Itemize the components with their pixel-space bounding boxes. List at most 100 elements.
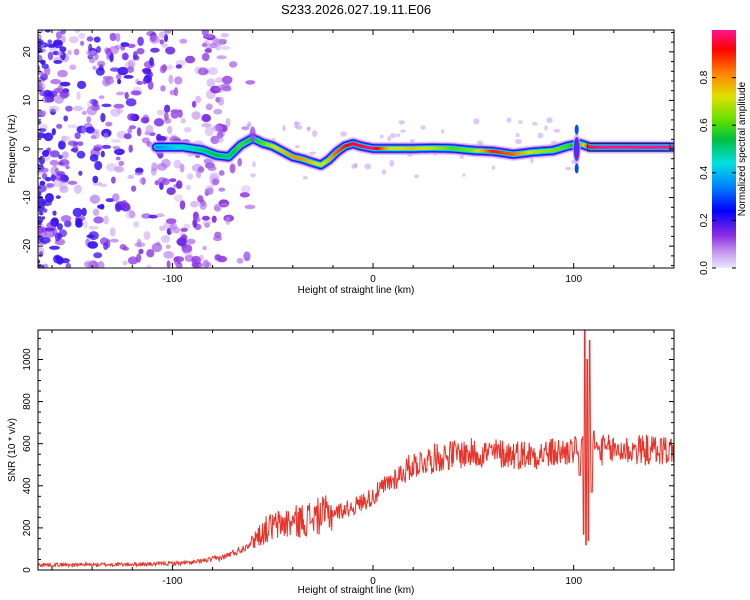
noise-blob [38, 44, 42, 54]
noise-blob [38, 109, 47, 116]
snr-series-line [38, 330, 674, 569]
spectrogram-y-axis-label: Frequency (Hz) [7, 115, 18, 184]
noise-blob [130, 90, 142, 96]
noise-blob [150, 167, 157, 176]
noise-blob [151, 242, 163, 253]
noise-blob [201, 30, 209, 37]
noise-blob [133, 221, 140, 228]
noise-blob [166, 260, 171, 268]
x-tick-label: -100 [162, 576, 182, 587]
noise-blob [38, 219, 42, 226]
noise-blob [215, 42, 221, 51]
noise-blob [149, 57, 154, 66]
spectrogram-ridge-layer [149, 124, 674, 174]
noise-blob [52, 39, 63, 49]
noise-blob [167, 125, 173, 135]
noise-blob [158, 31, 166, 39]
noise-blob [98, 95, 105, 100]
noise-blob [225, 117, 231, 128]
noise-blob [217, 137, 224, 143]
noise-blob [77, 80, 87, 90]
noise-blob [237, 157, 242, 167]
noise-blob [80, 40, 85, 46]
noise-blob [117, 108, 124, 114]
noise-blob [239, 192, 250, 198]
noise-blob [174, 76, 183, 85]
noise-blob [221, 75, 233, 85]
noise-blob [93, 216, 104, 224]
noise-blob [199, 200, 207, 210]
noise-blob [213, 108, 223, 115]
noise-blob [207, 67, 218, 76]
noise-blob [205, 103, 213, 111]
noise-blob [54, 94, 64, 104]
noise-blob [166, 187, 176, 196]
noise-blob [86, 234, 95, 239]
noise-blob [91, 100, 99, 107]
x-tick-label: 100 [565, 274, 582, 285]
noise-blob [102, 77, 111, 87]
noise-blob [175, 64, 183, 69]
noise-blob [83, 260, 94, 268]
noise-blob [473, 118, 480, 125]
noise-blob [38, 120, 42, 125]
noise-blob [302, 176, 308, 180]
noise-blob [103, 242, 109, 250]
noise-blob [112, 145, 121, 150]
noise-blob [116, 91, 125, 96]
noise-blob [121, 52, 129, 61]
noise-blob [59, 81, 71, 87]
noise-blob [57, 161, 64, 166]
noise-blob [40, 59, 46, 65]
noise-blob [142, 77, 147, 85]
noise-blob [38, 259, 41, 264]
noise-blob [155, 213, 165, 218]
noise-blob [124, 91, 129, 100]
noise-blob [218, 170, 225, 176]
noise-blob [183, 251, 193, 257]
noise-blob [243, 251, 251, 261]
noise-blob [309, 151, 317, 155]
noise-blob [241, 126, 250, 131]
noise-blob [170, 109, 179, 119]
noise-blob [92, 65, 97, 71]
noise-blob [553, 128, 561, 133]
snr-x-ticks: -100 0 100 [51, 330, 655, 587]
x-tick-label: 0 [370, 576, 376, 587]
noise-blob [246, 123, 251, 128]
noise-blob [43, 132, 54, 142]
y-tick-label: 10 [22, 94, 33, 106]
noise-blob [215, 77, 223, 84]
noise-blob [206, 102, 214, 109]
noise-blob [546, 117, 553, 124]
noise-blob [101, 128, 112, 138]
noise-blob [44, 193, 54, 203]
noise-blob [61, 135, 67, 143]
noise-blob [59, 185, 69, 193]
spectrogram-y-ticks: -20 -10 0 10 20 [22, 31, 674, 267]
burst-core [574, 124, 579, 135]
noise-blob [55, 31, 62, 40]
noise-blob [136, 238, 142, 248]
noise-blob [143, 231, 151, 240]
noise-blob [153, 118, 165, 127]
noise-blob [68, 36, 79, 44]
noise-blob [179, 163, 185, 173]
noise-blob [74, 132, 81, 140]
noise-blob [117, 66, 129, 76]
noise-blob [252, 161, 256, 168]
noise-blob [74, 30, 81, 34]
noise-blob [491, 165, 496, 170]
noise-blob [118, 160, 125, 166]
noise-blob [159, 225, 165, 232]
noise-blob [180, 118, 186, 124]
noise-blob [43, 66, 51, 76]
noise-blob [214, 231, 222, 238]
noise-blob [122, 246, 129, 251]
noise-blob [159, 181, 164, 190]
noise-blob [127, 59, 136, 68]
noise-blob [127, 256, 138, 265]
noise-blob [204, 126, 214, 137]
noise-blob [156, 133, 162, 142]
noise-blob [60, 91, 70, 98]
